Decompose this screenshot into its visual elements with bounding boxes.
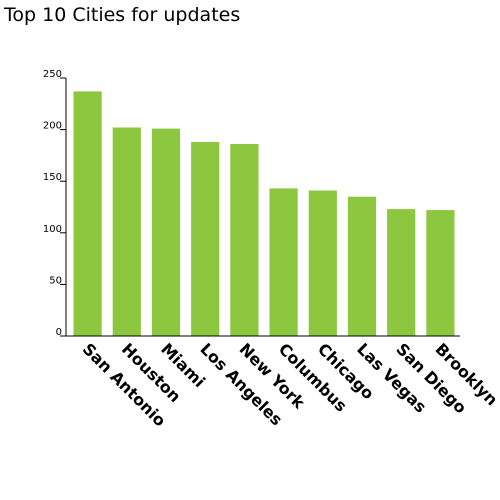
- bar: [347, 196, 377, 336]
- bar: [73, 91, 102, 337]
- bar: [426, 210, 455, 336]
- y-tick-label: 50: [49, 275, 62, 286]
- y-tick-label: 250: [43, 69, 62, 80]
- bar: [191, 142, 220, 336]
- y-axis: 0 50 100 150 200 250: [43, 69, 67, 338]
- y-tick-label: 100: [43, 224, 62, 235]
- bar: [151, 128, 181, 336]
- y-tick-label: 200: [43, 121, 62, 132]
- y-tick-label: 0: [56, 327, 62, 338]
- bar: [112, 127, 141, 336]
- bar: [269, 188, 298, 336]
- y-tick-label: 150: [43, 172, 62, 183]
- bar: [308, 190, 337, 336]
- bars: [73, 91, 455, 337]
- bar: [230, 144, 259, 336]
- bar: [387, 209, 416, 336]
- chart-title: Top 10 Cities for updates: [4, 4, 241, 26]
